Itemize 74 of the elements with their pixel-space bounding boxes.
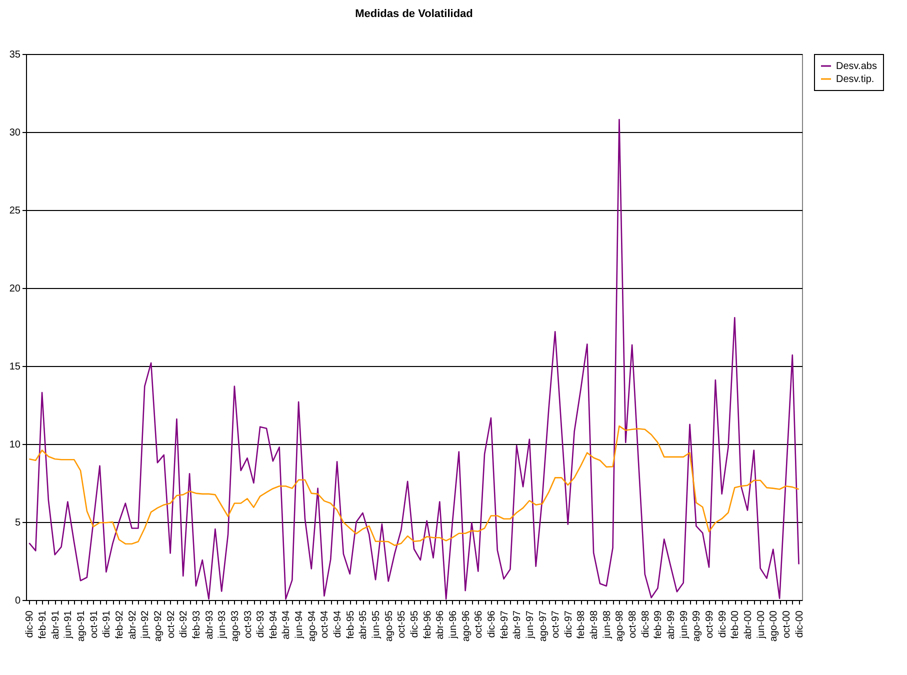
x-tick-label: dic-90 xyxy=(24,610,36,638)
x-tick-label: jun-97 xyxy=(524,610,536,640)
x-tick-label: jun-00 xyxy=(756,610,767,640)
x-tick-label: feb-91 xyxy=(38,610,49,639)
x-tick-label: abr-00 xyxy=(742,610,754,640)
y-tick-label: 20 xyxy=(9,284,21,294)
line-series xyxy=(28,118,800,600)
x-tick-label: abr-92 xyxy=(127,610,138,640)
x-tick-label: jun-95 xyxy=(371,610,382,640)
x-tick-label: dic-95 xyxy=(410,610,420,638)
x-tick-label: dic-91 xyxy=(102,610,113,638)
x-tick-label: ago-93 xyxy=(230,610,241,642)
y-tick-label: 0 xyxy=(14,596,21,606)
x-tick-label: jun-96 xyxy=(448,610,459,640)
x-tick-label: abr-97 xyxy=(512,610,524,640)
x-tick-label: oct-00 xyxy=(781,610,792,638)
x-tick-label: jun-93 xyxy=(217,610,228,640)
x-tick-label: abr-95 xyxy=(358,610,370,640)
x-tick-label: abr-93 xyxy=(204,610,216,640)
x-tick-label: abr-96 xyxy=(435,610,446,640)
x-tick-label: ago-94 xyxy=(306,610,318,642)
y-tick-label: 10 xyxy=(9,440,21,450)
x-tick-label: ago-99 xyxy=(692,610,703,642)
x-tick-label: oct-99 xyxy=(704,610,716,638)
x-tick-label: oct-94 xyxy=(320,610,331,638)
x-tick-label: dic-93 xyxy=(256,610,267,638)
chart-title: Medidas de Volatilidad xyxy=(355,8,473,20)
x-tick-label: oct-91 xyxy=(88,610,100,638)
x-tick-label: jun-99 xyxy=(678,610,690,640)
x-tick-label: dic-98 xyxy=(640,610,652,638)
x-tick-label: feb-95 xyxy=(345,610,356,639)
x-tick-label: oct-98 xyxy=(628,610,639,638)
x-tick-label: oct-92 xyxy=(166,610,177,638)
x-tick-label: oct-93 xyxy=(242,610,254,638)
y-tick-label: 15 xyxy=(9,362,21,372)
x-tick-label: dic-00 xyxy=(794,610,806,638)
y-tick-label: 5 xyxy=(14,518,21,528)
x-tick-label: feb-99 xyxy=(653,610,664,639)
x-tick-label: feb-94 xyxy=(268,610,280,639)
x-tick-label: feb-93 xyxy=(191,610,202,639)
x-tick-label: jun-92 xyxy=(140,610,152,640)
x-tick-label: feb-98 xyxy=(576,610,588,639)
x-tick-label: jun-98 xyxy=(602,610,613,640)
x-tick-label: ago-96 xyxy=(460,610,472,642)
y-tick-label: 35 xyxy=(9,50,21,60)
x-tick-label: feb-96 xyxy=(422,610,434,639)
x-tick-label: ago-95 xyxy=(384,610,395,642)
x-tick-label: feb-97 xyxy=(499,610,510,639)
y-tick-label: 25 xyxy=(9,206,21,216)
x-tick-label: ago-97 xyxy=(538,610,549,642)
x-tick-label: dic-97 xyxy=(563,610,574,638)
x-tick-label: dic-99 xyxy=(717,610,728,638)
x-tick-label: feb-92 xyxy=(114,610,126,639)
legend-label: Desv.abs xyxy=(836,61,877,72)
line-series xyxy=(28,425,800,546)
x-tick-label: oct-97 xyxy=(550,610,562,638)
x-tick-label: ago-91 xyxy=(76,610,88,642)
x-tick-label: ago-00 xyxy=(768,610,780,642)
x-tick-label: jun-91 xyxy=(63,610,74,640)
x-tick-label: dic-94 xyxy=(332,610,344,638)
x-tick-label: ago-98 xyxy=(614,610,626,642)
x-tick-label: dic-96 xyxy=(486,610,498,638)
x-tick-label: abr-91 xyxy=(50,610,62,640)
x-tick-label: dic-92 xyxy=(178,610,190,638)
legend-label: Desv.tip. xyxy=(836,74,874,85)
x-tick-label: ago-92 xyxy=(152,610,164,642)
x-tick-label: feb-00 xyxy=(730,610,742,639)
x-tick-label: jun-94 xyxy=(294,610,306,640)
x-tick-label: oct-96 xyxy=(474,610,485,638)
x-tick-label: abr-94 xyxy=(281,610,292,640)
x-tick-label: abr-98 xyxy=(589,610,600,640)
y-tick-label: 30 xyxy=(9,128,21,138)
x-tick-label: abr-99 xyxy=(666,610,678,640)
x-tick-label: oct-95 xyxy=(396,610,408,638)
